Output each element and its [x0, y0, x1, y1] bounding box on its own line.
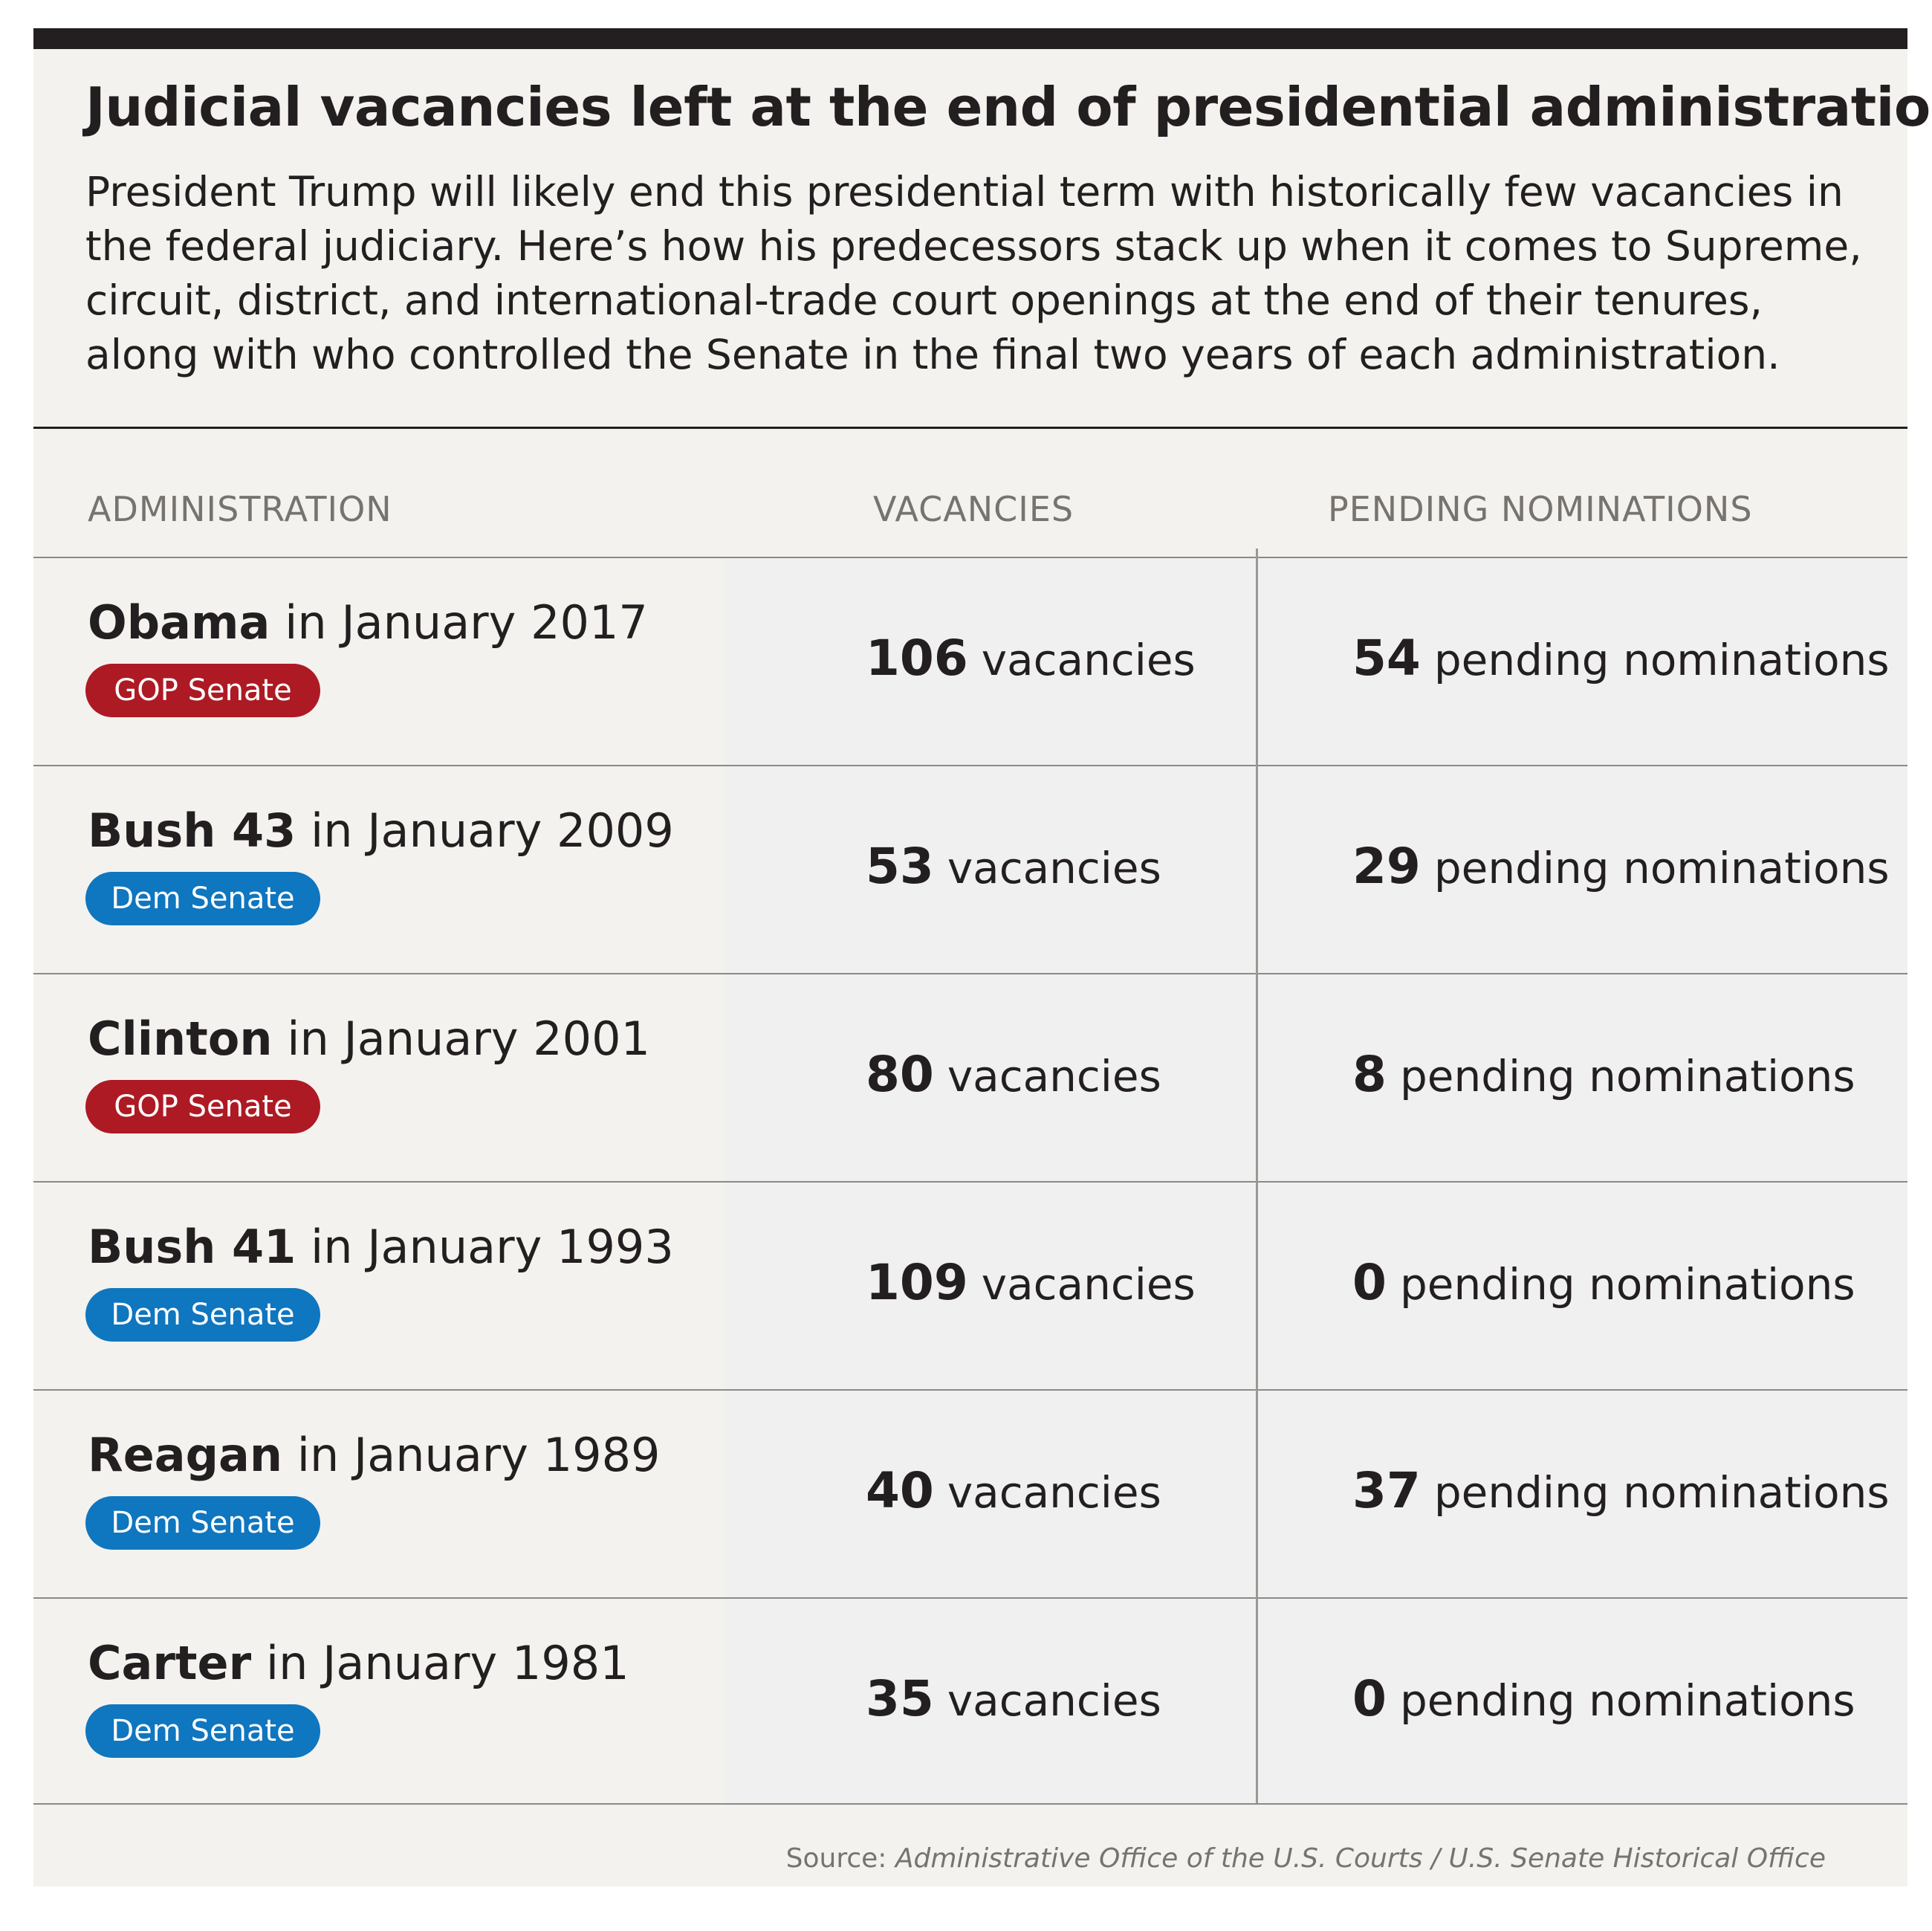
- vacancies-unit: vacancies: [981, 1259, 1196, 1310]
- pending-count: 8: [1352, 1046, 1387, 1103]
- table-bottom-rule: [33, 1803, 1907, 1805]
- pending-value: 8 pending nominations: [1352, 1046, 1855, 1103]
- pending-cell: 0 pending nominations: [1260, 1183, 1907, 1389]
- vacancies-unit: vacancies: [947, 1051, 1161, 1102]
- header-divider: [33, 427, 1907, 429]
- column-header-administration: ADMINISTRATION: [88, 489, 392, 529]
- pending-cell: 8 pending nominations: [1260, 974, 1907, 1181]
- vacancies-cell: 35 vacancies: [724, 1599, 1260, 1805]
- vacancies-cell: 80 vacancies: [724, 974, 1260, 1181]
- administration-label: Clinton in January 2001: [88, 1012, 650, 1066]
- table-row: Reagan in January 1989 Dem Senate 40 vacanc…: [33, 1389, 1907, 1597]
- pending-value: 54 pending nominations: [1352, 630, 1890, 687]
- vacancies-count: 53: [866, 838, 934, 895]
- vacancies-value: 109 vacancies: [866, 1254, 1196, 1311]
- pending-count: 54: [1352, 630, 1421, 687]
- table-row: Bush 43 in January 2009 Dem Senate 53 vacan…: [33, 765, 1907, 973]
- tenure-end: in January 1981: [265, 1636, 629, 1690]
- tenure-end: in January 2001: [287, 1012, 650, 1066]
- vacancies-count: 40: [866, 1462, 934, 1519]
- administration-label: Bush 43 in January 2009: [88, 803, 674, 858]
- vacancies-value: 80 vacancies: [866, 1046, 1161, 1103]
- pending-unit: pending nominations: [1399, 1259, 1855, 1310]
- pending-unit: pending nominations: [1433, 843, 1890, 893]
- pending-cell: 0 pending nominations: [1260, 1599, 1907, 1805]
- vacancies-cell: 109 vacancies: [724, 1183, 1260, 1389]
- tenure-end: in January 2017: [285, 595, 648, 650]
- source-text: Administrative Office of the U.S. Courts…: [895, 1843, 1826, 1874]
- pending-count: 29: [1352, 838, 1421, 895]
- senate-badge: Dem Senate: [85, 872, 320, 925]
- administration-cell: Bush 41 in January 1993 Dem Senate: [33, 1183, 724, 1389]
- vacancies-unit: vacancies: [947, 1675, 1161, 1726]
- column-header-pending: PENDING NOMINATIONS: [1328, 489, 1753, 529]
- vacancies-cell: 40 vacancies: [724, 1391, 1260, 1597]
- vacancies-value: 53 vacancies: [866, 838, 1161, 895]
- pending-unit: pending nominations: [1433, 1467, 1890, 1518]
- chart-title: Judicial vacancies left at the end of pr…: [85, 76, 1932, 138]
- administration-cell: Clinton in January 2001 GOP Senate: [33, 974, 724, 1181]
- vacancies-unit: vacancies: [947, 1467, 1161, 1518]
- administration-cell: Carter in January 1981 Dem Senate: [33, 1599, 724, 1805]
- president-name: Bush 43: [88, 803, 296, 858]
- administration-label: Reagan in January 1989: [88, 1428, 660, 1482]
- source-label: Source:: [785, 1843, 887, 1874]
- administration-label: Obama in January 2017: [88, 595, 648, 650]
- vacancies-count: 80: [866, 1046, 934, 1103]
- table-row: Bush 41 in January 1993 Dem Senate 109 vaca…: [33, 1181, 1907, 1389]
- pending-cell: 54 pending nominations: [1260, 558, 1907, 765]
- senate-badge: Dem Senate: [85, 1704, 320, 1758]
- table-row: Carter in January 1981 Dem Senate 35 vacanc…: [33, 1597, 1907, 1805]
- president-name: Bush 41: [88, 1220, 296, 1274]
- infographic-card: Judicial vacancies left at the end of pr…: [33, 28, 1932, 1886]
- pending-count: 37: [1352, 1462, 1421, 1519]
- pending-unit: pending nominations: [1399, 1675, 1855, 1726]
- president-name: Clinton: [88, 1012, 273, 1066]
- vacancies-cell: 106 vacancies: [724, 558, 1260, 765]
- pending-unit: pending nominations: [1433, 635, 1890, 685]
- source-note: Source: Administrative Office of the U.S…: [786, 1843, 1826, 1874]
- president-name: Obama: [88, 595, 270, 650]
- administration-cell: Obama in January 2017 GOP Senate: [33, 558, 724, 765]
- pending-value: 37 pending nominations: [1352, 1462, 1890, 1519]
- column-header-vacancies: VACANCIES: [873, 489, 1074, 529]
- chart-subtitle: President Trump will likely end this pre…: [85, 168, 1862, 378]
- senate-badge: Dem Senate: [85, 1496, 320, 1550]
- tenure-end: in January 2009: [311, 803, 674, 858]
- pending-value: 29 pending nominations: [1352, 838, 1890, 895]
- vacancies-count: 35: [866, 1670, 934, 1727]
- table-body: Obama in January 2017 GOP Senate 106 vacanc…: [33, 557, 1907, 1805]
- top-bar: [33, 28, 1907, 49]
- senate-badge: Dem Senate: [85, 1288, 320, 1342]
- pending-cell: 29 pending nominations: [1260, 766, 1907, 973]
- administration-cell: Reagan in January 1989 Dem Senate: [33, 1391, 724, 1597]
- vacancies-cell: 53 vacancies: [724, 766, 1260, 973]
- vacancies-value: 40 vacancies: [866, 1462, 1161, 1519]
- vacancies-value: 35 vacancies: [866, 1670, 1161, 1727]
- pending-value: 0 pending nominations: [1352, 1254, 1855, 1311]
- vacancies-unit: vacancies: [947, 843, 1161, 893]
- administration-label: Bush 41 in January 1993: [88, 1220, 674, 1274]
- vacancies-value: 106 vacancies: [866, 630, 1196, 687]
- pending-count: 0: [1352, 1670, 1387, 1727]
- president-name: Reagan: [88, 1428, 282, 1482]
- administration-label: Carter in January 1981: [88, 1636, 629, 1690]
- table-row: Obama in January 2017 GOP Senate 106 vacanc…: [33, 557, 1907, 765]
- tenure-end: in January 1989: [296, 1428, 661, 1482]
- vacancies-count: 109: [866, 1254, 968, 1311]
- pending-cell: 37 pending nominations: [1260, 1391, 1907, 1597]
- column-divider: [1256, 549, 1258, 1805]
- vacancies-unit: vacancies: [981, 635, 1196, 685]
- pending-value: 0 pending nominations: [1352, 1670, 1855, 1727]
- senate-badge: GOP Senate: [85, 1080, 320, 1133]
- senate-badge: GOP Senate: [85, 664, 320, 717]
- pending-count: 0: [1352, 1254, 1387, 1311]
- vacancies-count: 106: [866, 630, 968, 687]
- administration-cell: Bush 43 in January 2009 Dem Senate: [33, 766, 724, 973]
- president-name: Carter: [88, 1636, 252, 1690]
- table-row: Clinton in January 2001 GOP Senate 80 vacan…: [33, 973, 1907, 1181]
- pending-unit: pending nominations: [1399, 1051, 1855, 1102]
- tenure-end: in January 1993: [311, 1220, 674, 1274]
